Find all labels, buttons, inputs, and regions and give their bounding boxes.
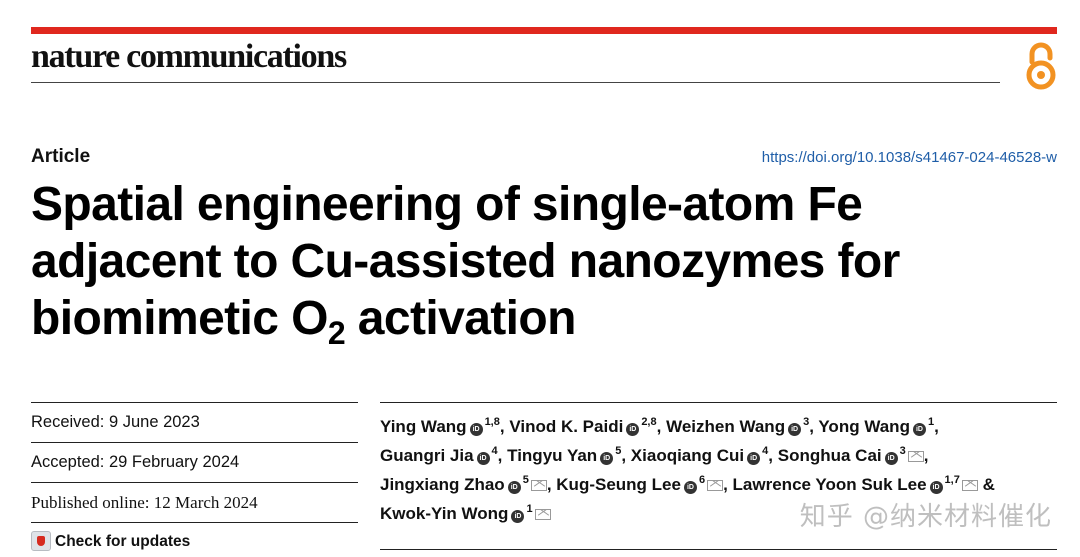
author: Kug-Seung Lee iD6 [556,474,724,494]
orcid-icon[interactable]: iD [507,481,521,494]
orcid-icon[interactable]: iD [626,423,640,436]
author-name[interactable]: Songhua Cai [777,446,882,465]
author: Tingyu Yan iD5 [507,445,622,465]
orcid-icon[interactable]: iD [747,452,761,465]
check-updates-icon [31,531,51,551]
author-name[interactable]: Kug-Seung Lee [556,475,681,494]
affiliation-numbers: 3 [803,416,810,428]
author-separator: & [977,475,995,494]
author: Lawrence Yoon Suk Lee iD1,7 [732,474,978,494]
author-name[interactable]: Weizhen Wang [666,417,786,436]
author-name[interactable]: Vinod K. Paidi [509,417,624,436]
author-separator: , [923,446,929,465]
author: Ying Wang iD1,8 [380,416,500,436]
authors-divider-bottom [380,549,1057,550]
orcid-icon[interactable]: iD [511,510,525,523]
author: Xiaoqiang Cui iD4 [630,445,769,465]
affiliation-numbers: 5 [615,445,622,457]
affiliation-numbers: 1,8 [484,416,500,428]
affiliation-numbers: 1 [526,503,533,515]
published-row: Published online: 12 March 2024 [31,482,358,522]
affiliation-numbers: 6 [698,474,706,486]
orcid-icon[interactable]: iD [683,481,697,494]
author-separator: , [934,417,939,436]
author-name[interactable]: Xiaoqiang Cui [630,446,745,465]
author-name[interactable]: Guangri Jia [380,446,474,465]
author: Jingxiang Zhao iD5 [380,474,547,494]
author-name[interactable]: Lawrence Yoon Suk Lee [732,475,927,494]
affiliation-numbers: 3 [899,445,906,457]
author-line: Guangri Jia iD4, Tingyu Yan iD5, Xiaoqiang… [380,439,1057,468]
title-subscript: 2 [327,315,346,351]
email-icon[interactable] [707,480,724,491]
affiliation-numbers: 2,8 [641,416,657,428]
title-line: adjacent to Cu-assisted nanozymes for [31,235,900,288]
author: Kwok-Yin Wong iD1 [380,503,551,523]
author-separator: , [768,446,773,465]
author-separator: , [546,475,552,494]
received-row: Received: 9 June 2023 [31,402,358,442]
author-name[interactable]: Ying Wang [380,417,467,436]
check-updates-label: Check for updates [55,533,191,550]
author: Songhua Cai iD3 [777,445,924,465]
title-line: biomimetic O2 activation [31,290,1051,349]
authors-divider-top [380,402,1057,403]
journal-accent-bar [31,27,1057,34]
author-list: Ying Wang iD1,8, Vinod K. Paidi iD2,8, Wei… [380,410,1057,526]
affiliation-numbers: 4 [762,445,769,457]
title-text: biomimetic O [31,292,328,345]
journal-name[interactable]: nature communications [31,38,347,75]
title-line: Spatial engineering of single-atom Fe [31,178,863,231]
author: Guangri Jia iD4 [380,445,498,465]
author-line: Ying Wang iD1,8, Vinod K. Paidi iD2,8, Wei… [380,410,1057,439]
author-separator: , [621,446,627,465]
email-icon[interactable] [907,451,924,462]
author-separator: , [809,417,814,436]
orcid-icon[interactable]: iD [884,452,898,465]
affiliation-numbers: 5 [522,474,529,486]
orcid-icon[interactable]: iD [912,423,926,436]
author: Vinod K. Paidi iD2,8 [509,416,657,436]
received-date: Received: 9 June 2023 [31,413,200,431]
article-title: Spatial engineering of single-atom Fe ad… [31,176,1051,349]
check-for-updates-button[interactable]: Check for updates [31,522,358,557]
email-icon[interactable] [530,480,547,491]
author-name[interactable]: Kwok-Yin Wong [380,504,509,523]
author: Yong Wang iD1 [818,416,935,436]
orcid-icon[interactable]: iD [788,423,802,436]
author-line: Jingxiang Zhao iD5, Kug-Seung Lee iD6, Law… [380,468,1057,497]
published-date: Published online: 12 March 2024 [31,493,258,512]
author-separator: , [656,417,662,436]
orcid-icon[interactable]: iD [600,452,614,465]
doi-link[interactable]: https://doi.org/10.1038/s41467-024-46528… [761,149,1057,166]
author-separator: , [723,475,728,494]
title-text: activation [345,292,577,345]
author: Weizhen Wang iD3 [666,416,810,436]
author-separator: , [499,417,505,436]
orcid-icon[interactable]: iD [469,423,483,436]
orcid-icon[interactable]: iD [476,452,490,465]
author-line: Kwok-Yin Wong iD1 [380,497,1057,526]
author-name[interactable]: Tingyu Yan [507,446,598,465]
email-icon[interactable] [534,509,551,520]
open-access-icon [1026,42,1056,90]
author-name[interactable]: Jingxiang Zhao [380,475,505,494]
dates-panel: Received: 9 June 2023 Accepted: 29 Febru… [31,402,358,557]
article-type-label: Article [31,146,91,167]
affiliation-numbers: 4 [491,445,498,457]
accepted-row: Accepted: 29 February 2024 [31,442,358,482]
orcid-icon[interactable]: iD [929,481,943,494]
author-separator: , [497,446,503,465]
email-icon[interactable] [961,480,978,491]
watermark: 知乎 @纳米材料催化 [799,502,1052,532]
accepted-date: Accepted: 29 February 2024 [31,453,240,471]
header-divider [31,82,1000,83]
author-name[interactable]: Yong Wang [818,417,910,436]
affiliation-numbers: 1 [927,416,935,428]
affiliation-numbers: 1,7 [944,474,960,486]
